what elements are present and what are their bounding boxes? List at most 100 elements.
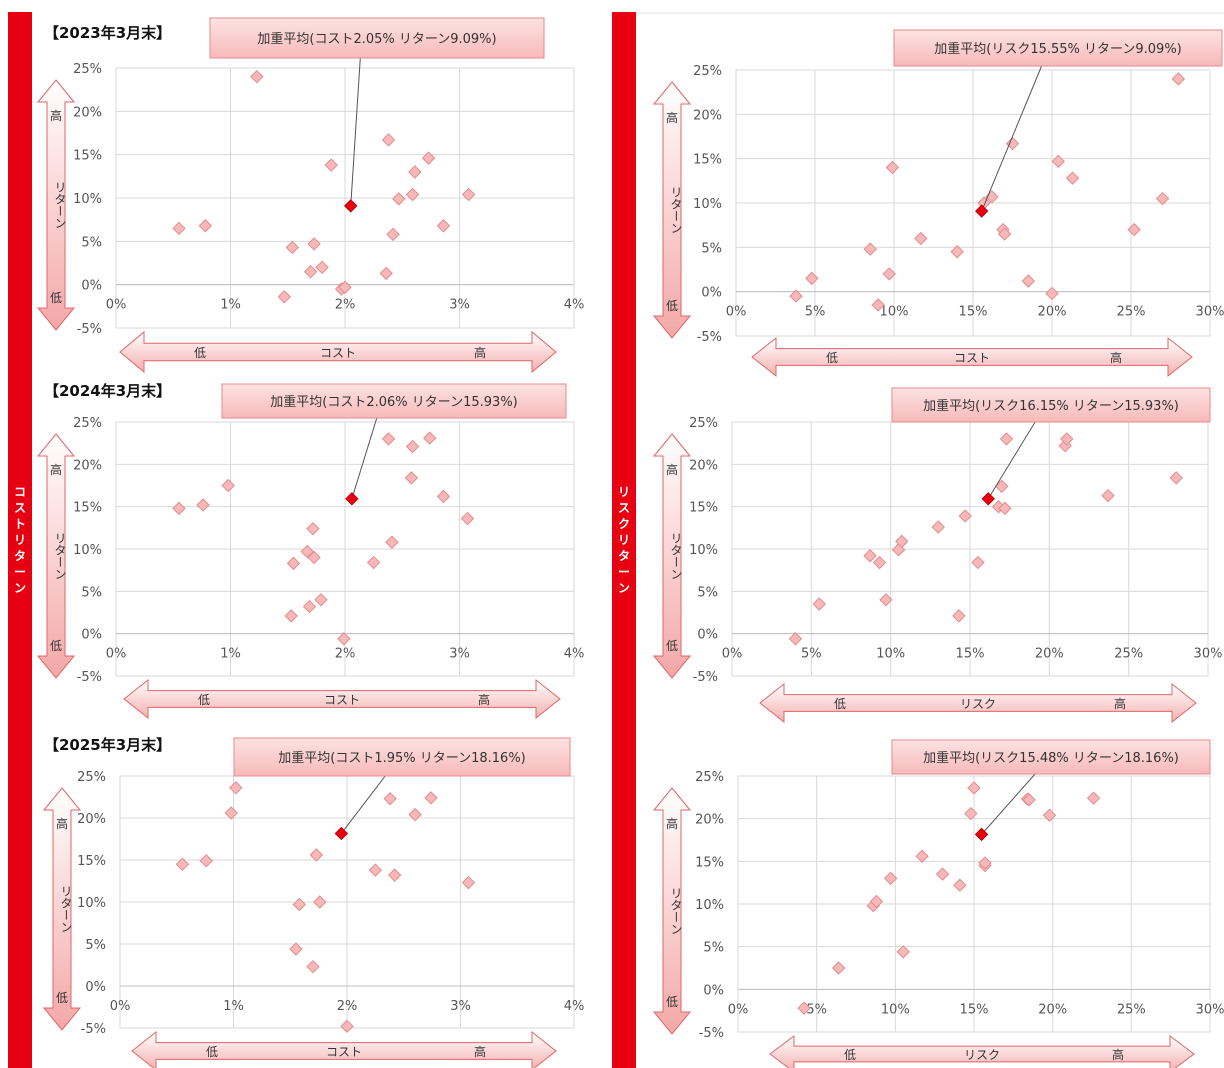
data-point <box>386 227 400 242</box>
y-tick-label: 5% <box>701 241 722 256</box>
weighted-average-callout: 加重平均(リスク15.48% リターン18.16%) <box>923 750 1179 766</box>
x-tick-label: 5% <box>806 1002 827 1017</box>
weighted-average-callout: 加重平均(コスト1.95% リターン18.16%) <box>278 750 526 766</box>
x-low-label: 低 <box>826 351 838 365</box>
y-tick-label: 25% <box>695 770 724 785</box>
x-tick-label: 0% <box>106 298 127 313</box>
y-tick-label: 15% <box>73 149 102 164</box>
data-point <box>999 432 1014 446</box>
return-axis-label: リターン <box>669 532 683 580</box>
x-high-label: 高 <box>1114 696 1126 711</box>
x-low-label: 低 <box>844 1048 856 1062</box>
y-tick-label: -5% <box>77 670 102 685</box>
data-point <box>831 961 846 975</box>
y-tick-label: -5% <box>81 1022 106 1037</box>
return-axis-label: リターン <box>53 532 67 580</box>
y-tick-label: 0% <box>85 980 106 995</box>
data-point <box>366 555 381 570</box>
data-point <box>915 849 929 863</box>
data-point <box>368 863 383 877</box>
x-axis-label: リスク <box>964 1048 1000 1062</box>
data-point <box>1155 191 1170 206</box>
x-tick-label: 3% <box>450 999 471 1014</box>
data-point <box>460 511 475 526</box>
data-point <box>423 431 437 445</box>
callout-box <box>233 737 571 777</box>
data-point <box>1101 488 1115 503</box>
data-point <box>338 280 352 294</box>
cost-return-side-label: コストリターン <box>13 485 26 595</box>
x-tick-label: 2% <box>337 999 358 1014</box>
data-point <box>863 549 877 563</box>
data-point <box>300 544 314 559</box>
callout-leader-line <box>981 773 1036 835</box>
x-high-label: 高 <box>1112 1047 1124 1062</box>
data-point <box>1021 274 1036 288</box>
x-tick-label: 20% <box>1035 647 1064 662</box>
data-point <box>172 221 186 236</box>
y-tick-label: 20% <box>73 105 102 120</box>
data-point <box>315 260 329 275</box>
data-point <box>872 555 887 570</box>
data-point <box>797 1001 811 1015</box>
x-tick-label: 4% <box>564 647 585 662</box>
data-point <box>1045 286 1059 301</box>
x-high-label: 高 <box>478 692 490 707</box>
panel-divider <box>636 12 1224 14</box>
data-point <box>379 266 393 281</box>
weighted-average-callout: 加重平均(リスク16.15% リターン15.93%) <box>923 398 1179 414</box>
return-low-label: 低 <box>666 299 678 313</box>
x-tick-label: 15% <box>956 647 985 662</box>
return-low-label: 低 <box>50 639 62 653</box>
data-point <box>292 897 307 912</box>
weighted-average-callout: 加重平均(リスク15.55% リターン9.09%) <box>934 41 1182 57</box>
y-tick-label: 15% <box>693 153 722 168</box>
callout-box <box>893 29 1223 67</box>
return-high-label: 高 <box>50 108 62 123</box>
data-point <box>1171 72 1186 86</box>
data-point <box>307 550 321 565</box>
y-tick-label: 5% <box>81 585 102 600</box>
weighted-average-point <box>345 492 359 506</box>
data-point <box>1060 432 1074 446</box>
return-high-label: 高 <box>50 462 62 477</box>
data-point <box>284 609 298 623</box>
data-point <box>789 289 803 303</box>
chart-4: 0% 5% 10% 15% 20% 25% 30%25%20%15%10%5%0%-5%高低… <box>652 387 1222 724</box>
y-tick-label: 5% <box>697 585 718 600</box>
x-tick-label: 4% <box>564 999 585 1014</box>
data-point <box>383 791 397 806</box>
data-point <box>286 556 301 571</box>
y-tick-label: 25% <box>73 416 102 431</box>
x-axis-label: コスト <box>320 346 356 360</box>
y-tick-label: 25% <box>689 416 718 431</box>
x-tick-label: 0% <box>110 999 131 1014</box>
y-tick-label: 15% <box>689 501 718 516</box>
risk-return-side-label: リスクリターン <box>617 485 630 595</box>
data-point <box>461 187 476 202</box>
weighted-average-point <box>981 492 995 506</box>
x-tick-label: 5% <box>805 305 826 320</box>
return-axis-arrow <box>36 433 76 679</box>
y-tick-label: 10% <box>73 543 102 558</box>
y-tick-label: 10% <box>689 543 718 558</box>
x-tick-label: 3% <box>449 298 470 313</box>
x-high-label: 高 <box>474 1044 486 1059</box>
data-point <box>421 151 436 165</box>
x-low-label: 低 <box>198 693 210 707</box>
data-point <box>1065 171 1080 185</box>
data-point <box>896 945 910 959</box>
data-point <box>1127 222 1141 237</box>
return-axis-label: リターン <box>59 885 73 933</box>
data-point <box>307 237 321 251</box>
x-high-label: 高 <box>474 345 486 360</box>
data-point <box>387 868 402 882</box>
data-point <box>424 791 438 805</box>
x-tick-label: 10% <box>876 647 905 662</box>
y-tick-label: 20% <box>695 813 724 828</box>
callout-leader-line <box>350 57 361 206</box>
data-point <box>405 439 420 454</box>
callout-leader-line <box>987 421 1036 500</box>
x-axis-label: リスク <box>960 697 996 711</box>
